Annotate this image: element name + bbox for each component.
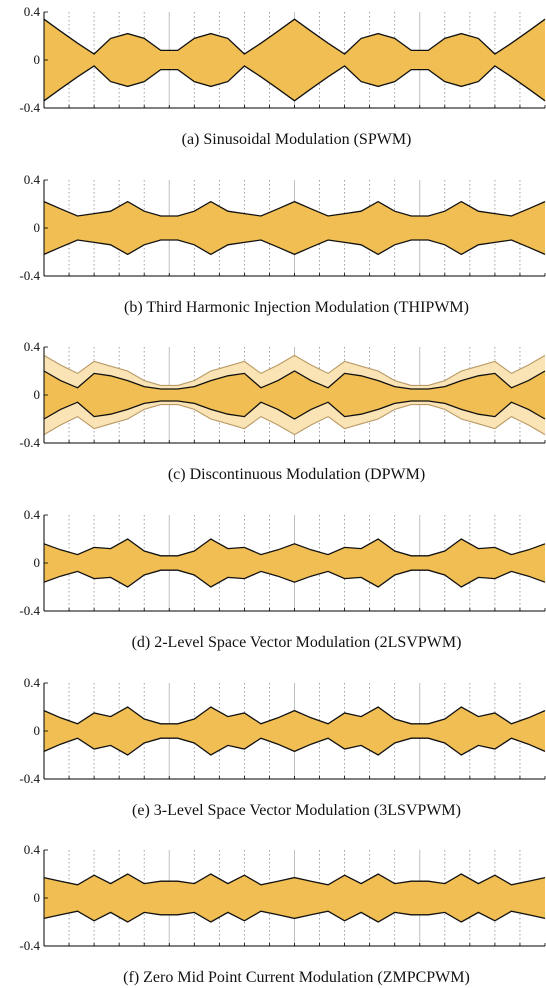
upper-envelope bbox=[43, 18, 546, 55]
y-tick-label: -0.4 bbox=[19, 100, 40, 115]
y-tick-label: 0.4 bbox=[24, 4, 41, 19]
y-tick-label: 0 bbox=[34, 555, 41, 570]
y-tick-label: -0.4 bbox=[19, 435, 40, 450]
panel-caption: (c) Discontinuous Modulation (DPWM) bbox=[168, 466, 425, 483]
panel-b: 0.4 0 -0.4 (b) Third Harmonic Injection Mod… bbox=[19, 172, 546, 316]
upper-envelope bbox=[43, 200, 546, 217]
y-tick-label: 0.4 bbox=[24, 842, 41, 857]
lower-envelope bbox=[43, 400, 546, 420]
y-tick-label: 0 bbox=[34, 52, 41, 67]
lower-envelope bbox=[43, 65, 546, 102]
panel-d: 0.4 0 -0.4 (d) 2-Level Space Vector Modulat… bbox=[19, 507, 546, 651]
upper-envelope bbox=[43, 370, 546, 390]
envelope-area bbox=[44, 539, 545, 587]
envelope-area bbox=[44, 19, 545, 101]
panel-e: 0.4 0 -0.4 (e) 3-Level Space Vector Modulat… bbox=[19, 675, 546, 819]
panel-caption: (f) Zero Mid Point Current Modulation (Z… bbox=[123, 969, 470, 986]
y-tick-label: 0.4 bbox=[24, 675, 41, 690]
panel-caption: (b) Third Harmonic Injection Modulation … bbox=[124, 299, 469, 316]
y-tick-label: -0.4 bbox=[19, 771, 40, 786]
envelope-area bbox=[44, 707, 545, 755]
y-tick-label: 0.4 bbox=[24, 172, 41, 187]
upper-envelope bbox=[43, 873, 546, 886]
panel-caption: (d) 2-Level Space Vector Modulation (2LS… bbox=[132, 634, 462, 651]
outer-upper-envelope bbox=[43, 354, 546, 386]
envelope-area bbox=[44, 874, 545, 922]
outer-lower-envelope bbox=[43, 404, 546, 436]
y-tick-label: 0 bbox=[34, 387, 41, 402]
lower-envelope bbox=[43, 910, 546, 923]
upper-envelope bbox=[43, 706, 546, 725]
y-tick-label: -0.4 bbox=[19, 938, 40, 953]
panel-caption: (e) 3-Level Space Vector Modulation (3LS… bbox=[132, 802, 461, 819]
panel-caption: (a) Sinusoidal Modulation (SPWM) bbox=[182, 131, 412, 148]
envelope-area bbox=[44, 371, 545, 419]
lower-envelope bbox=[43, 569, 546, 588]
y-tick-label: 0 bbox=[34, 723, 41, 738]
y-tick-label: 0.4 bbox=[24, 507, 41, 522]
y-tick-label: -0.4 bbox=[19, 268, 40, 283]
panel-f: 0.4 0 -0.4 (f) Zero Mid Point Current Modul… bbox=[19, 842, 546, 986]
y-tick-label: 0 bbox=[34, 890, 41, 905]
panel-c: 0.4 0 -0.4 (c) Discontinuous Modulation (DP… bbox=[19, 339, 546, 483]
lower-envelope bbox=[43, 737, 546, 756]
envelope-area bbox=[44, 201, 545, 255]
panel-a: 0.4 0 -0.4 (a) Sinusoidal Modulation (SPWM) bbox=[19, 4, 546, 148]
y-tick-label: 0 bbox=[34, 220, 41, 235]
lower-envelope bbox=[43, 239, 546, 256]
y-tick-label: -0.4 bbox=[19, 603, 40, 618]
upper-envelope bbox=[43, 538, 546, 557]
y-tick-label: 0.4 bbox=[24, 339, 41, 354]
